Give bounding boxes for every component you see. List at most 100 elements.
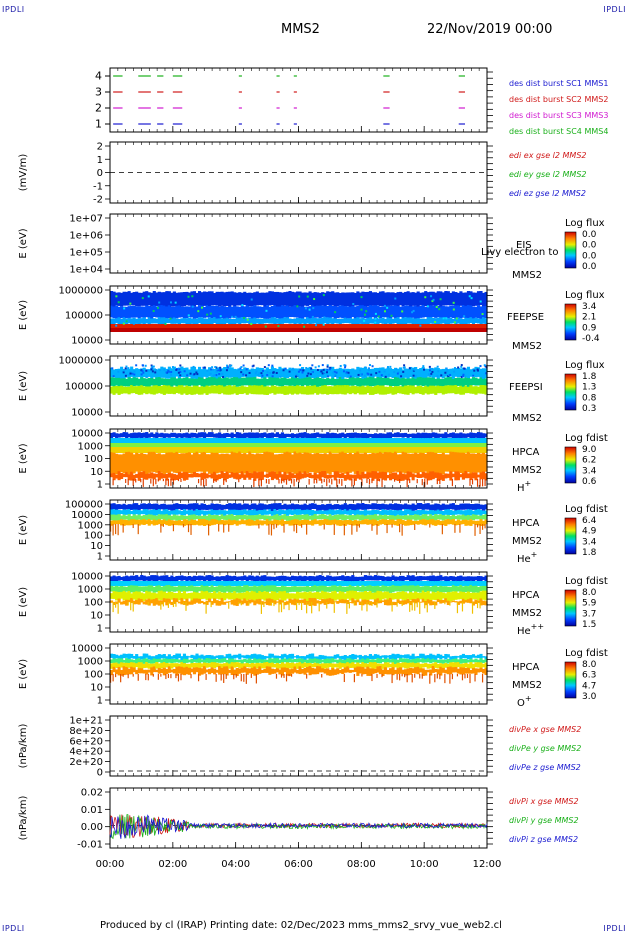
divpi-series-line: [109, 814, 488, 839]
hpca-hplus-spectrogram: [110, 432, 488, 487]
hpca-heplusplus-spectrogram: [110, 575, 488, 614]
feepse-instrument-label: FEEPSE: [507, 312, 544, 323]
eis-y-tick-label: 1e+04: [69, 265, 103, 276]
x-tick-label: 02:00: [158, 859, 187, 870]
hpca-hplus-colorbar-tick: 9.0: [582, 445, 597, 455]
hpca-oplus-colorbar-bar: [564, 661, 577, 699]
hpca-heplusplus-y-tick-label: 100: [84, 598, 103, 609]
hpca-hplus-colorbar-tick: 3.4: [582, 466, 597, 476]
hpca-heplus-y-tick-label: 1000: [78, 520, 103, 531]
hpca-hplus-colorbar-title: Log fdist: [565, 433, 608, 444]
feepse-colorbar-tick: -0.4: [582, 334, 600, 344]
hpca-oplus-species-label: O+: [517, 694, 532, 709]
hpca-hplus-colorbar-tick: 0.6: [582, 477, 597, 487]
hpca-heplusplus-colorbar-tick: 3.7: [582, 609, 596, 619]
divpe-legend-entry: divPe z gse MMS2: [509, 763, 581, 772]
hpca-heplus-colorbar-tick: 6.4: [582, 516, 597, 526]
hpca-oplus-y-tick-label: 10: [90, 683, 103, 694]
hpca-heplusplus-colorbar-tick: 1.5: [582, 620, 596, 630]
burst-legend-entry: des dist burst SC2 MMS2: [509, 95, 608, 104]
hpca-hplus-y-tick-label: 1000: [78, 441, 103, 452]
hpca-heplusplus-colorbar-tick: 8.0: [582, 588, 597, 598]
hpca-heplus-spectrogram: [110, 503, 488, 536]
hpca-hplus-y-tick-label: 10000: [71, 429, 103, 440]
hpca-heplusplus-y-tick-label: 1: [97, 624, 103, 635]
hpca-heplus-colorbar-title: Log fdist: [565, 504, 608, 515]
corner-label-tr: IPDLI: [603, 5, 626, 14]
feepsi-colorbar-tick: 0.3: [582, 404, 596, 414]
feepsi-instrument-label: FEEPSI: [509, 382, 543, 393]
hpca-heplus-colorbar-tick: 4.9: [582, 527, 597, 537]
feepsi-colorbar-tick: 0.8: [582, 393, 597, 403]
hpca-heplus-species-label: He+: [517, 550, 537, 565]
hpca-heplus-y-tick-label: 10: [90, 541, 103, 552]
divpi-y-tick-label: 0.01: [81, 805, 103, 816]
hpca-hplus-y-axis-label: E (eV): [18, 443, 29, 473]
divpi-series-line: [109, 814, 488, 840]
eis-overlay-text: Livy electron to: [481, 247, 558, 258]
hpca-heplus-colorbar-tick: 3.4: [582, 537, 597, 547]
date-title: 22/Nov/2019 00:00: [427, 22, 553, 37]
burst-y-tick-label: 2: [95, 102, 102, 115]
hpca-heplusplus-y-tick-label: 1000: [78, 585, 103, 596]
hpca-oplus-colorbar-tick: 4.7: [582, 681, 596, 691]
burst-legend-entry: des dist burst SC4 MMS4: [509, 127, 608, 136]
hpca-hplus-instrument-label: HPCA: [512, 447, 540, 458]
divpi-legend-entry: divPi y gse MMS2: [509, 816, 579, 825]
feepse-spacecraft-label: MMS2: [512, 341, 542, 352]
feepse-colorbar-tick: 3.4: [582, 302, 597, 312]
feepsi-y-tick-label: 100000: [65, 382, 103, 393]
feepsi-colorbar-tick: 1.3: [582, 383, 596, 393]
eis-colorbar-tick: 0.0: [582, 241, 597, 251]
x-tick-label: 08:00: [347, 859, 376, 870]
eis-y-tick-label: 1e+07: [69, 214, 103, 225]
divpe-y-tick-label: 1e+21: [69, 716, 103, 727]
edi-legend-entry: edi ey gse l2 MMS2: [509, 170, 587, 179]
feepsi-spacecraft-label: MMS2: [512, 413, 542, 424]
x-tick-label: 06:00: [284, 859, 313, 870]
hpca-oplus-y-axis-label: E (eV): [18, 659, 29, 689]
hpca-hplus-y-tick-label: 100: [84, 454, 103, 465]
edi-y-tick-label: 0: [97, 168, 103, 179]
burst-panel-frame: [109, 67, 488, 133]
hpca-heplusplus-instrument-label: HPCA: [512, 590, 540, 601]
hpca-oplus-y-tick-label: 1: [97, 696, 103, 707]
hpca-heplus-y-tick-label: 1: [97, 552, 103, 563]
eis-y-axis-label: E (eV): [18, 228, 29, 258]
divpi-panel-frame: [109, 787, 488, 849]
hpca-hplus-species-label: H+: [517, 479, 531, 494]
eis-instrument-label: EIS: [516, 240, 532, 251]
corner-label-tl: IPDLI: [2, 5, 25, 14]
feepsi-y-tick-label: 1000000: [58, 356, 103, 367]
feepsi-spectrogram: [110, 364, 488, 395]
hpca-heplus-colorbar-tick: 1.8: [582, 548, 597, 558]
burst-y-tick-label: 4: [95, 70, 102, 83]
hpca-hplus-spacecraft-label: MMS2: [512, 465, 542, 476]
divpi-legend-entry: divPi z gse MMS2: [509, 835, 578, 844]
hpca-heplus-y-tick-label: 10000: [71, 510, 103, 521]
eis-colorbar-bar: [564, 231, 577, 269]
hpca-hplus-colorbar-bar: [564, 446, 577, 484]
hpca-oplus-spacecraft-label: MMS2: [512, 680, 542, 691]
x-tick-label: 04:00: [221, 859, 250, 870]
hpca-oplus-instrument-label: HPCA: [512, 662, 540, 673]
feepse-colorbar-tick: 2.1: [582, 313, 596, 323]
footer-credit: Produced by cl (IRAP) Printing date: 02/…: [100, 920, 502, 931]
hpca-heplus-y-tick-label: 100: [84, 531, 103, 542]
eis-panel-frame: [109, 213, 488, 274]
hpca-heplusplus-y-axis-label: E (eV): [18, 587, 29, 617]
spacecraft-title: MMS2: [281, 22, 320, 37]
eis-y-tick-label: 1e+06: [69, 231, 103, 242]
hpca-oplus-colorbar-tick: 6.3: [582, 671, 596, 681]
eis-y-tick-label: 1e+05: [69, 248, 103, 259]
feepse-y-axis-label: E (eV): [18, 300, 29, 330]
feepse-colorbar-bar: [564, 303, 577, 341]
feepse-y-tick-label: 10000: [71, 336, 103, 347]
divpi-y-tick-label: -0.01: [77, 840, 103, 851]
hpca-heplusplus-colorbar-bar: [564, 589, 577, 627]
hpca-hplus-y-tick-label: 10: [90, 467, 103, 478]
divpi-y-tick-label: 0.02: [81, 788, 103, 799]
corner-label-bl: IPDLI: [2, 924, 25, 933]
feepsi-colorbar-bar: [564, 373, 577, 411]
